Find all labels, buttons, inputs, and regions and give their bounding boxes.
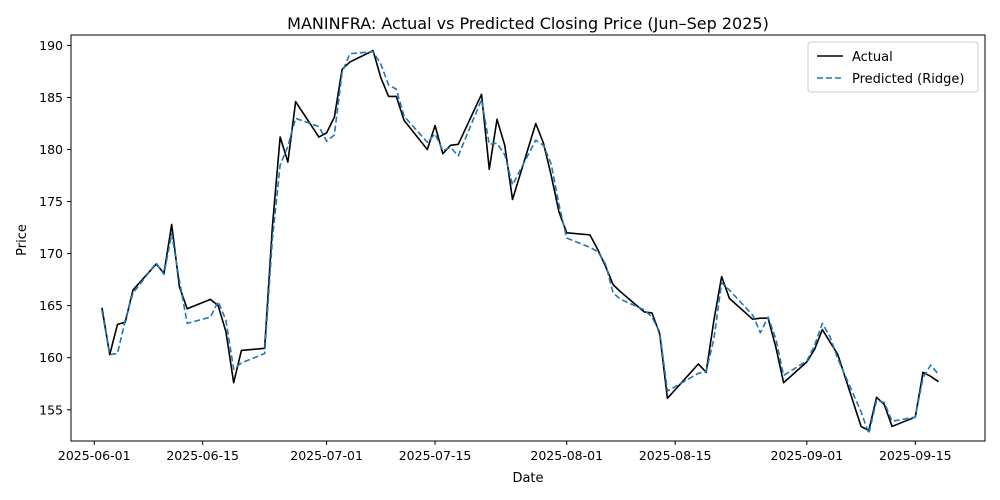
y-tick-label: 180 — [39, 142, 63, 157]
y-tick-label: 190 — [39, 38, 63, 53]
plot-frame — [70, 34, 986, 442]
y-tick-label: 160 — [39, 350, 63, 365]
x-tick-label: 2025-08-01 — [530, 448, 603, 463]
chart-title: MANINFRA: Actual vs Predicted Closing Pr… — [287, 14, 769, 33]
legend: Actual Predicted (Ridge) — [807, 41, 979, 93]
plot-area: 2025-06-01 2025-06-15 2025-07-01 2025-07-15… — [39, 34, 986, 463]
y-tick-label: 175 — [39, 194, 63, 209]
x-tick-label: 2025-09-01 — [771, 448, 844, 463]
y-axis: 155 160 165 170 175 180 185 190 — [39, 38, 71, 417]
x-axis-label: Date — [512, 471, 543, 486]
y-tick-label: 185 — [39, 90, 63, 105]
y-axis-label: Price — [15, 224, 30, 256]
x-tick-label: 2025-06-01 — [58, 448, 131, 463]
y-tick-label: 155 — [39, 402, 63, 417]
predicted-price-line — [101, 50, 940, 435]
series-lines — [101, 49, 940, 435]
legend-label-predicted: Predicted (Ridge) — [852, 72, 964, 87]
y-tick-label: 165 — [39, 298, 63, 313]
x-tick-label: 2025-08-15 — [639, 448, 712, 463]
x-tick-label: 2025-06-15 — [166, 448, 239, 463]
x-tick-label: 2025-07-15 — [399, 448, 472, 463]
x-axis: 2025-06-01 2025-06-15 2025-07-01 2025-07-15… — [58, 441, 952, 463]
x-tick-label: 2025-07-01 — [290, 448, 363, 463]
legend-box — [807, 41, 979, 93]
x-tick-label: 2025-09-15 — [879, 448, 952, 463]
y-tick-label: 170 — [39, 246, 63, 261]
legend-label-actual: Actual — [852, 50, 893, 65]
